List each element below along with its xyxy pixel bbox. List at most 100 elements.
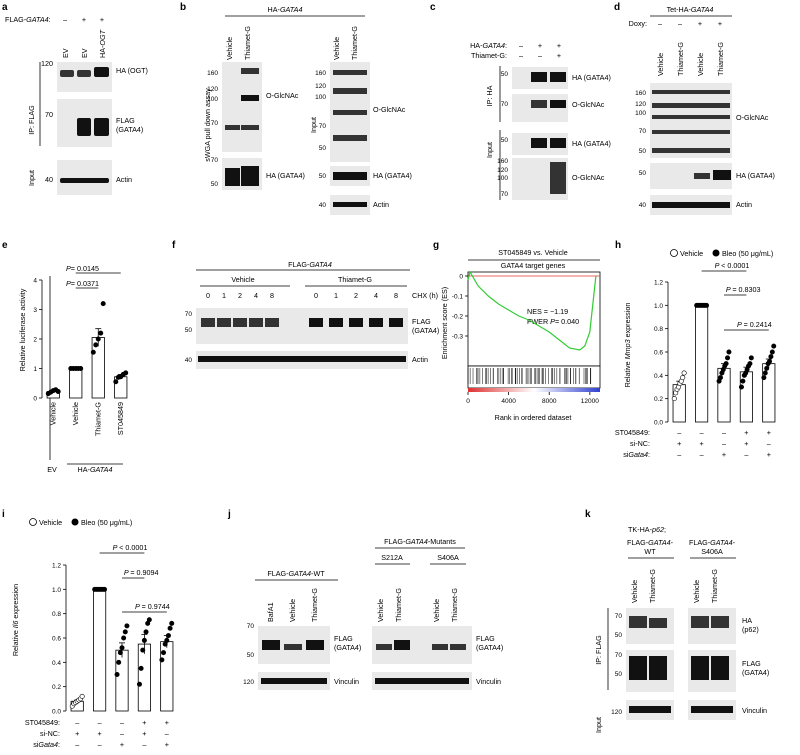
b-mw: 70: [319, 123, 327, 130]
b-mw: 100: [207, 96, 218, 103]
a-header-gene: GATA4: [26, 15, 49, 24]
d-lane: Vehicle: [696, 53, 705, 76]
e-p1: = 0.0371: [71, 279, 99, 288]
k-label: HA: [742, 616, 752, 625]
i-y-tick-label: 0.8: [52, 611, 61, 618]
panel-a: a FLAG-GATA4: – + + EV EV HA-OGT IP: FLA…: [2, 2, 148, 195]
a-band: [94, 118, 109, 136]
f-time-label: 2: [354, 291, 358, 300]
h-point: [769, 349, 775, 355]
panel-c: c HA-GATA4: Thiamet-G: – + + – – + IP: H…: [430, 2, 611, 200]
f-mw: 50: [185, 327, 193, 334]
k-band: [711, 656, 729, 680]
d-lane: Vehicle: [656, 53, 665, 76]
panel-g: g ST045849 vs. Vehicle GATA4 target gene…: [433, 240, 601, 422]
h-point: [748, 355, 754, 361]
a-mw-1: 120: [41, 59, 53, 68]
i-bar: [137, 643, 151, 712]
panel-letter-a: a: [2, 2, 8, 13]
j-band: [284, 644, 302, 650]
c-mw: 100: [497, 175, 508, 182]
h-sign: –: [700, 450, 704, 459]
c-row1: HA-: [470, 41, 483, 50]
h-p-value: P = 0.2414: [737, 320, 772, 329]
b-header: HA-: [268, 5, 281, 14]
c-label: HA (GATA4): [572, 73, 611, 82]
b-band: [333, 88, 367, 94]
f-time-label: 2: [238, 291, 242, 300]
j-label: FLAG: [476, 634, 495, 643]
c-sign: +: [557, 41, 561, 50]
c-mw: 50: [501, 137, 509, 144]
a-band: [94, 67, 109, 77]
d-sign: +: [698, 19, 702, 28]
k-band: [691, 656, 709, 680]
d-mw: 40: [639, 202, 647, 209]
i-point: [116, 659, 122, 665]
panel-e: e Relative luciferase activity P= 0.0371…: [2, 240, 129, 474]
b-header-gene: GATA4: [280, 5, 303, 14]
h-row-nc: si-NC:: [630, 439, 650, 448]
f-group-thiamet: Thiamet-G: [338, 275, 372, 284]
j-mw: 50: [247, 652, 255, 659]
h-point: [771, 343, 777, 349]
k-band: [629, 656, 647, 680]
h-point: [738, 384, 744, 390]
b-label-oglcnac-left: O-GlcNAc: [266, 91, 299, 100]
d-band: [713, 170, 731, 180]
e-point: [98, 330, 104, 336]
i-sign: –: [75, 740, 79, 749]
i-p-value: P < 0.0001: [113, 543, 148, 552]
i-legend-vehicle: Vehicle: [39, 518, 62, 527]
e-x-label: Thiamet-G: [93, 402, 102, 436]
k-input-label: Input: [594, 717, 603, 733]
a-header-suffix: :: [49, 15, 51, 24]
h-point: [726, 349, 732, 355]
d-sign: –: [678, 19, 682, 28]
i-sign: +: [142, 729, 146, 738]
h-p-value: P = 0.8303: [726, 285, 761, 294]
b-band: [225, 125, 240, 130]
i-row-st: ST045849:: [25, 718, 60, 727]
i-legend-bleo: Bleo (50 μg/mL): [81, 518, 132, 527]
k-label: (GATA4): [742, 668, 769, 677]
c-sign: –: [519, 41, 523, 50]
k-g2-gene: GATA4: [710, 538, 733, 547]
j-mw: 120: [243, 679, 254, 686]
j-right-suffix: -Mutants: [428, 537, 456, 546]
c-band: [531, 100, 547, 108]
svg-text:FWER P= 0.040: FWER P= 0.040: [527, 317, 579, 326]
b-label-oglcnac-right: O-GlcNAc: [373, 105, 406, 114]
h-point: [762, 370, 768, 376]
f-group-vehicle: Vehicle: [231, 275, 254, 284]
i-point: [124, 623, 130, 629]
h-point: [680, 375, 686, 381]
f-band: [265, 318, 279, 327]
a-label-ha-ogt: HA (OGT): [116, 66, 148, 75]
f-band: [329, 318, 343, 327]
d-band: [652, 148, 730, 153]
j-band: [262, 640, 280, 650]
svg-text:siGata4:: siGata4:: [623, 450, 650, 459]
f-mw: 40: [185, 357, 193, 364]
i-point: [114, 671, 120, 677]
i-point: [102, 586, 108, 592]
b-label-ha-left: HA (GATA4): [266, 171, 305, 180]
e-p2: = 0.0145: [71, 264, 99, 273]
h-sign: +: [699, 439, 703, 448]
b-lane-thiamet-right: Thiamet-G: [350, 26, 359, 60]
i-sign: –: [98, 718, 102, 727]
c-sign: +: [538, 41, 542, 50]
b-band: [225, 168, 240, 186]
j-label: Vinculin: [334, 677, 359, 686]
j-band: [394, 640, 410, 650]
svg-text:P= 0.0145: P= 0.0145: [66, 264, 99, 273]
i-point: [141, 637, 147, 643]
g-fwer-p: = 0.040: [555, 317, 579, 326]
h-sign: –: [677, 450, 681, 459]
i-point: [159, 657, 165, 663]
k-lane: Vehicle: [630, 580, 639, 603]
e-point: [100, 301, 106, 307]
h-point: [747, 361, 753, 367]
